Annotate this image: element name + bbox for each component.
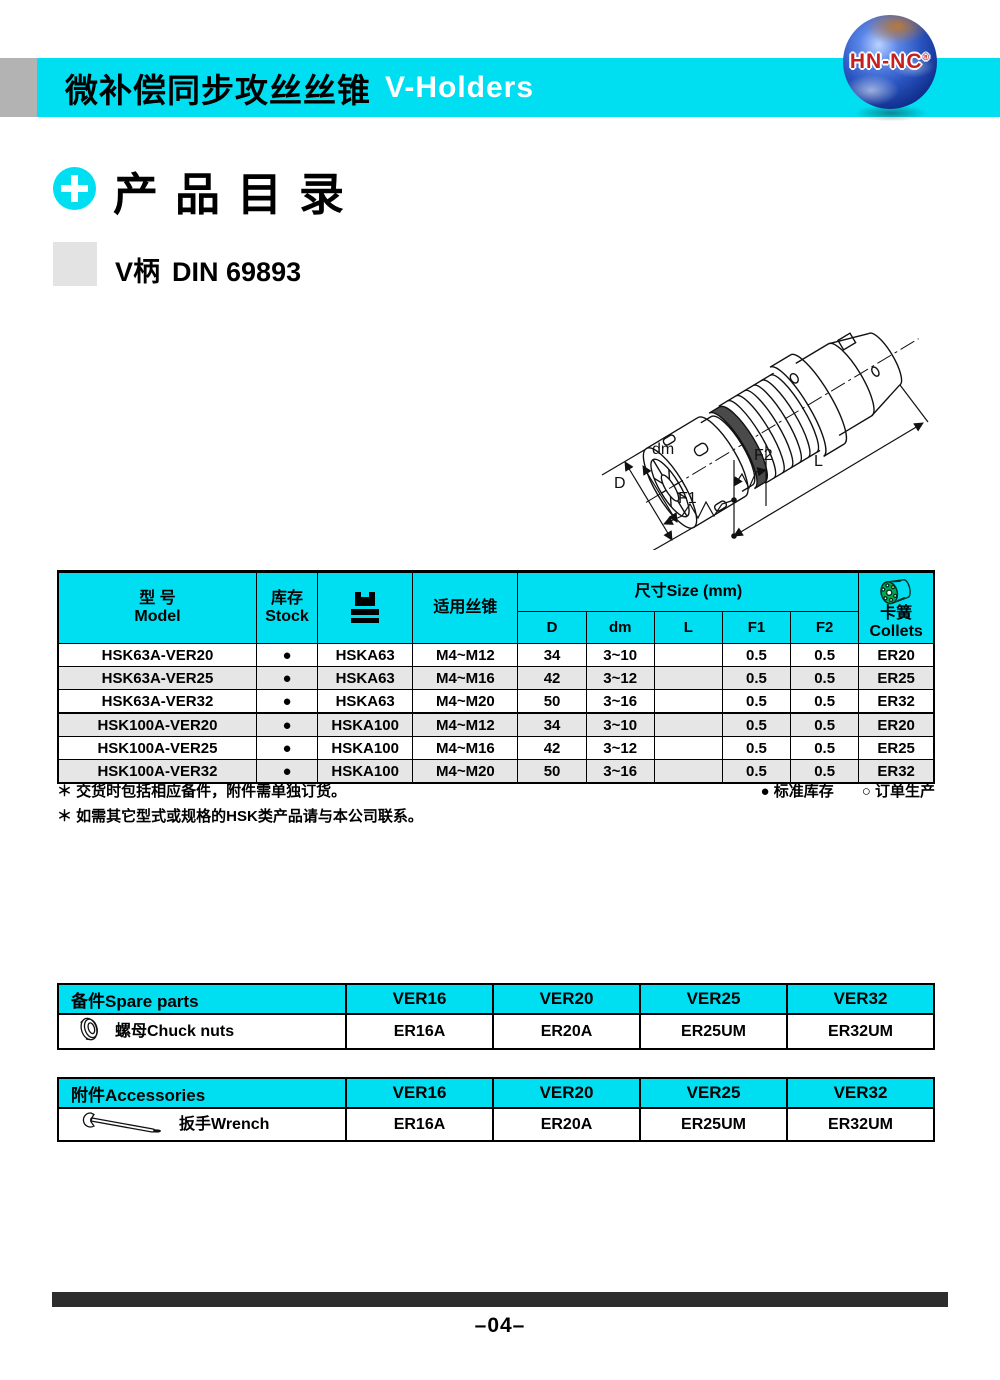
col-ver25: VER25 [639, 1077, 788, 1109]
col-header-collets: 卡簧Collets [858, 571, 935, 644]
dim-label-D: D [614, 475, 626, 492]
col-ver25: VER25 [639, 983, 788, 1015]
col-ver20: VER20 [492, 1077, 641, 1109]
note-line-1: ＊ 交货时包括相应备件，附件需单独订货。 [57, 783, 347, 800]
subtitle-en: DIN 69893 [172, 257, 302, 287]
col-header-L: L [653, 611, 723, 644]
note-line-2: ＊ 如需其它型式或规格的HSK类产品请与本公司联系。 [57, 808, 423, 825]
wrench-icon [82, 1112, 161, 1133]
globe-shadow [851, 104, 931, 122]
tool-holder-drawing-svg: D dm F1 F2 L [601, 332, 929, 552]
dimension-lines [601, 384, 929, 552]
table-row: HSK63A-VER32 ● HSKA63 M4~M20 50 3~16 0.5… [57, 689, 935, 714]
stock-dot: ● [255, 643, 319, 667]
spare-row-label: 螺母Chuck nuts [115, 1023, 235, 1040]
col-ver20: VER20 [492, 983, 641, 1015]
globe-icon: HN-NC® [843, 15, 937, 109]
col-header-D: D [517, 611, 587, 644]
subtitle-zh: V柄 [115, 257, 161, 287]
header-title-en: V-Holders [385, 70, 535, 104]
dim-label-F2: F2 [754, 447, 773, 464]
subtitle-square [53, 242, 97, 286]
col-header-stock: 库存 Stock [255, 571, 319, 644]
dim-label-dm: dm [652, 441, 674, 458]
col-ver32: VER32 [786, 983, 935, 1015]
stock-dot: ● [255, 689, 319, 714]
tool-holder-drawing: D dm F1 F2 L [552, 248, 986, 552]
stock-legend: ● 标准库存 ○ 订单生产 [761, 780, 935, 801]
footer-bar [52, 1292, 948, 1307]
header-title-zh: 微补偿同步攻丝丝锥 [65, 71, 371, 109]
col-header-size-group: 尺寸Size (mm) [517, 571, 860, 612]
shank-icon [351, 592, 380, 623]
collet-icon [880, 578, 911, 604]
col-header-F2: F2 [790, 611, 860, 644]
stock-dot: ● [255, 759, 319, 784]
col-header-shank [317, 571, 414, 644]
legend-made-to-order: ○ 订单生产 [861, 783, 935, 800]
col-header-taps: 适用丝锥 [412, 571, 519, 644]
page-number: –04– [474, 1314, 526, 1337]
col-ver32: VER32 [786, 1077, 935, 1109]
col-header-F1: F1 [721, 611, 792, 644]
stock-dot: ● [255, 666, 319, 690]
chuck-nut-icon [80, 1017, 98, 1041]
spare-parts-title: 备件Spare parts [57, 983, 347, 1015]
header-bar: 微补偿同步攻丝丝锥 V-Holders [37, 58, 1000, 117]
col-ver16: VER16 [345, 1077, 494, 1109]
subtitle: V柄 DIN 69893 [115, 250, 301, 289]
table-row: 螺母Chuck nuts ER16A ER20A ER25UM ER32UM [57, 1013, 935, 1050]
table-row: 扳手Wrench ER16A ER20A ER25UM ER32UM [57, 1107, 935, 1142]
left-gray-tab [0, 58, 37, 117]
table-row: HSK100A-VER25 ● HSKA100 M4~M16 42 3~12 0… [57, 736, 935, 760]
stock-dot: ● [255, 736, 319, 760]
spec-table: 型 号 Model 库存 Stock 适用丝锥 尺寸Size (mm) [57, 570, 935, 784]
plus-icon [53, 167, 96, 210]
legend-standard-stock: ● 标准库存 [760, 783, 834, 800]
spare-parts-table: 备件Spare parts VER16 VER20 VER25 VER32 [57, 983, 935, 1050]
page-title: 产品目录 [113, 169, 362, 220]
tool-body [642, 332, 919, 529]
logo-text: HN-NC® [849, 50, 931, 73]
accessories-title: 附件Accessories [57, 1077, 347, 1109]
table-row: HSK100A-VER32 ● HSKA100 M4~M20 50 3~16 0… [57, 759, 935, 784]
table-row: HSK63A-VER25 ● HSKA63 M4~M16 42 3~12 0.5… [57, 666, 935, 690]
table-row: HSK63A-VER20 ● HSKA63 M4~M12 34 3~10 0.5… [57, 643, 935, 667]
registered-mark: ® [922, 52, 931, 62]
accessories-row-label: 扳手Wrench [179, 1116, 270, 1133]
dim-label-F1: F1 [678, 490, 697, 507]
table-row: HSK100A-VER20 ● HSKA100 M4~M12 34 3~10 0… [57, 712, 935, 737]
dim-label-L: L [814, 453, 823, 470]
accessories-table: 附件Accessories VER16 VER20 VER25 VER32 扳手… [57, 1077, 935, 1142]
col-header-dm: dm [585, 611, 655, 644]
stock-dot: ● [255, 712, 319, 737]
col-header-model: 型 号 Model [57, 571, 257, 644]
col-ver16: VER16 [345, 983, 494, 1015]
